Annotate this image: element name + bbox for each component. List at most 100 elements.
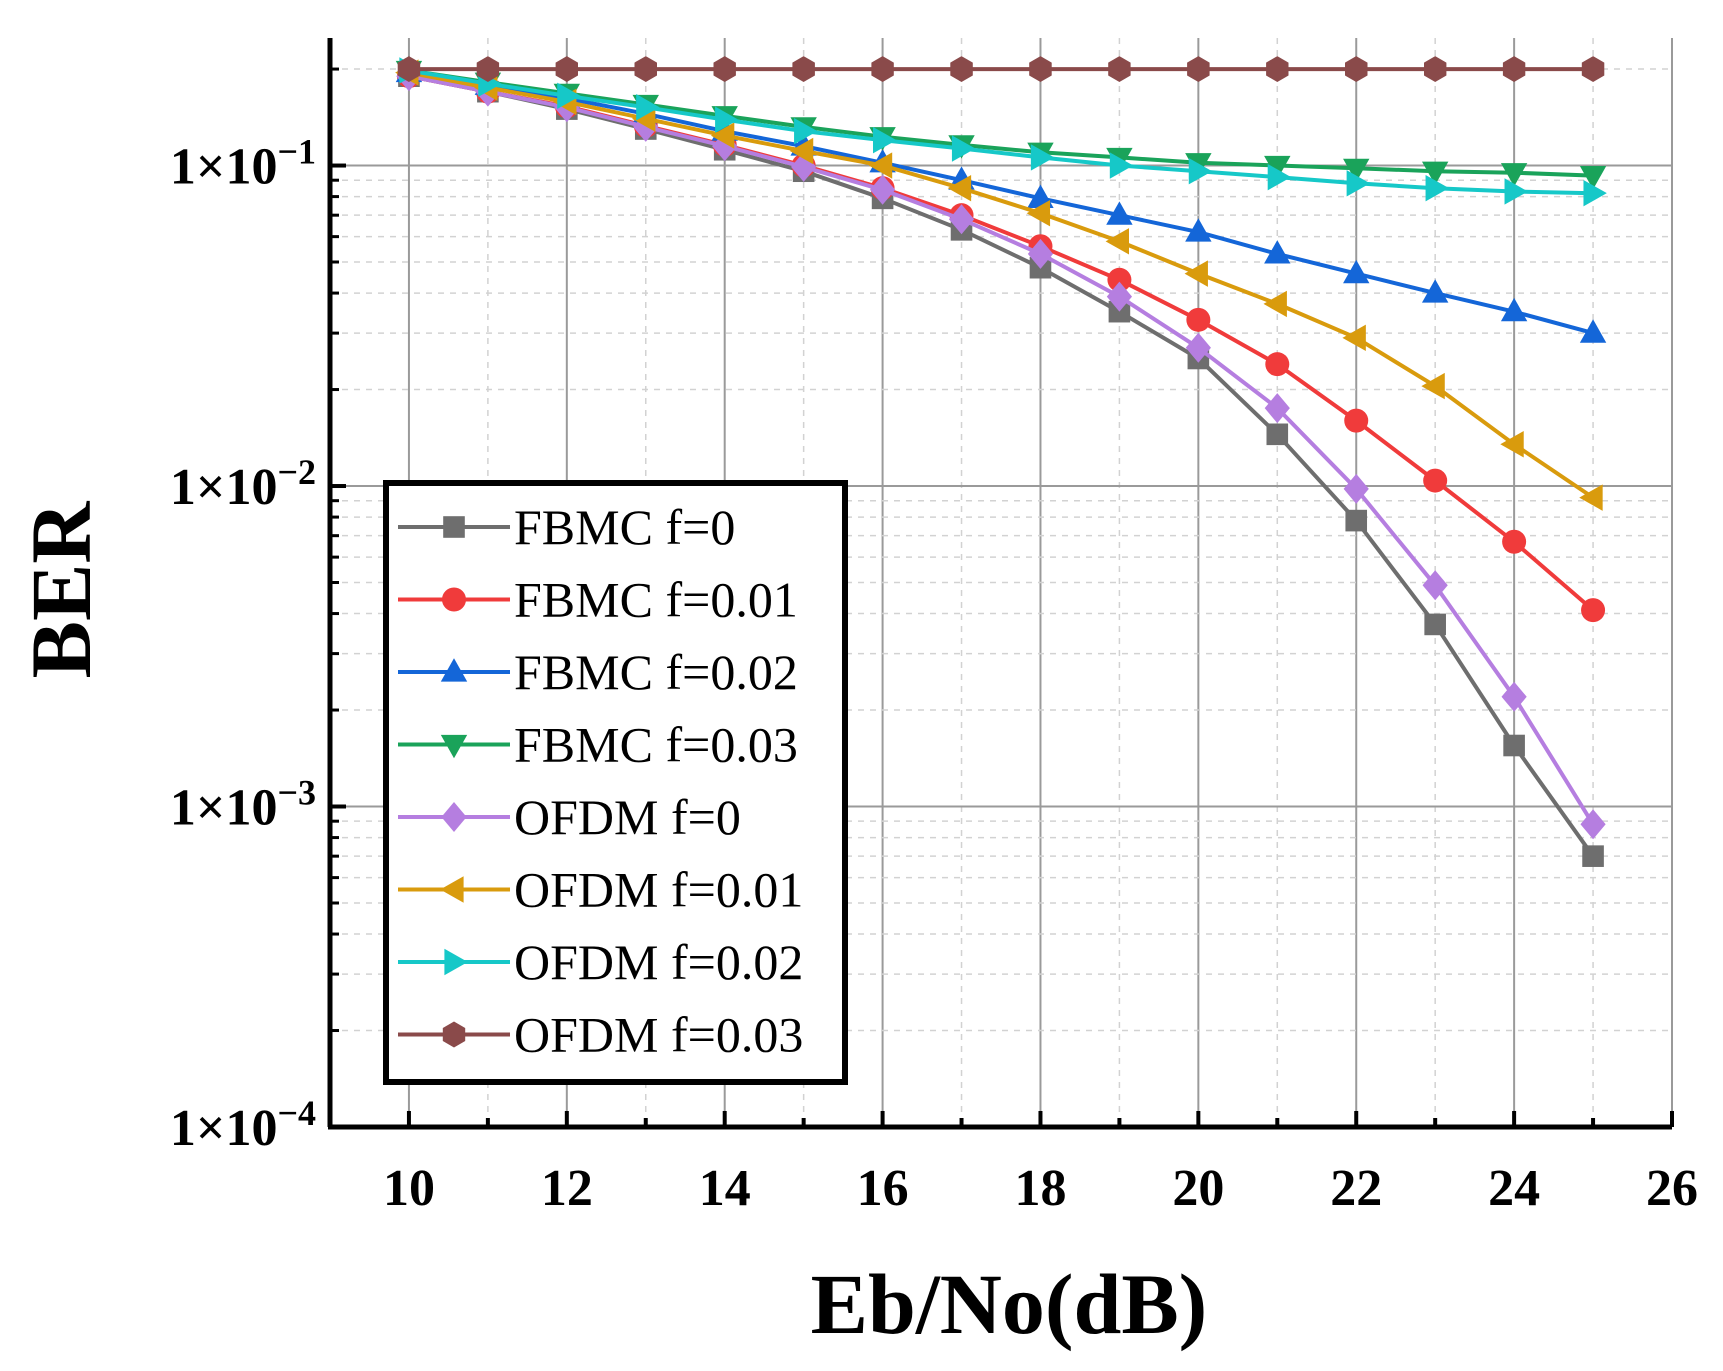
legend-label: OFDM f=0.02 — [514, 934, 803, 990]
data-point — [1583, 179, 1607, 207]
legend-marker — [442, 587, 466, 612]
legend-marker — [444, 948, 468, 976]
data-point — [1421, 161, 1449, 186]
data-point — [1106, 201, 1133, 225]
data-point — [1581, 598, 1606, 623]
series-line — [408, 68, 1594, 178]
data-point — [1343, 259, 1370, 284]
legend-item: FBMC f=0.01 — [398, 572, 798, 628]
x-tick-label: 10 — [383, 1160, 435, 1217]
data-point — [476, 56, 500, 82]
legend-label: FBMC f=0 — [514, 499, 735, 555]
data-point — [1105, 228, 1130, 255]
x-tick-label: 20 — [1172, 1160, 1224, 1217]
data-point — [789, 137, 814, 165]
x-tick-label: 26 — [1646, 1160, 1698, 1217]
legend-label: FBMC f=0.01 — [514, 572, 798, 628]
data-point — [1342, 324, 1366, 352]
x-tick-label: 18 — [1014, 1160, 1066, 1217]
data-point — [1424, 56, 1447, 82]
data-point — [1265, 352, 1290, 377]
data-point — [1267, 163, 1292, 191]
y-tick-label: 1×10−3 — [170, 773, 316, 837]
x-axis-label: Eb/No(dB) — [811, 1256, 1208, 1352]
series-ofdm-f-0-02 — [399, 57, 1607, 207]
legend-box — [383, 480, 848, 1085]
data-point — [1424, 613, 1446, 636]
x-tick-label: 22 — [1330, 1160, 1382, 1217]
data-point — [791, 151, 817, 182]
data-point — [950, 56, 973, 82]
data-point — [713, 56, 736, 82]
data-point — [1108, 300, 1131, 323]
data-point — [1503, 734, 1525, 757]
data-point — [1106, 281, 1133, 312]
data-point — [1579, 319, 1607, 343]
data-point — [947, 174, 972, 202]
data-point — [636, 94, 660, 121]
data-point — [794, 117, 818, 145]
data-point — [1264, 393, 1290, 424]
data-point — [869, 174, 896, 205]
data-point — [1266, 56, 1289, 82]
x-tick-label: 24 — [1488, 1160, 1540, 1217]
data-point — [1421, 372, 1445, 400]
series-line — [408, 70, 1595, 500]
data-point — [1425, 174, 1449, 202]
data-point — [1027, 238, 1054, 269]
legend-label: OFDM f=0.03 — [514, 1007, 803, 1063]
legend-item: OFDM f=0.01 — [398, 862, 803, 918]
data-point — [1264, 240, 1291, 264]
data-point — [872, 126, 897, 154]
data-point — [1026, 200, 1051, 227]
series-ofdm-f-0-03 — [397, 56, 1605, 82]
data-point — [1345, 56, 1368, 82]
data-point — [1029, 56, 1052, 82]
data-point — [1108, 56, 1131, 82]
data-point — [1109, 152, 1134, 179]
data-point — [1421, 279, 1449, 303]
data-point — [1343, 158, 1370, 183]
series-group — [395, 56, 1607, 867]
data-point — [1501, 681, 1527, 712]
data-point — [868, 152, 893, 179]
data-point — [634, 56, 657, 82]
legend-label: FBMC f=0.02 — [514, 644, 798, 700]
legend-item: FBMC f=0.02 — [398, 644, 798, 700]
legend-label: OFDM f=0.01 — [514, 862, 803, 918]
data-point — [948, 204, 975, 235]
legend-label: OFDM f=0 — [514, 789, 741, 845]
data-point — [1345, 509, 1368, 532]
data-point — [1185, 218, 1212, 242]
data-point — [1346, 170, 1371, 197]
data-point — [1185, 332, 1211, 363]
data-point — [557, 82, 581, 110]
data-point — [951, 135, 976, 162]
data-point — [1500, 297, 1528, 322]
legend: FBMC f=0 FBMC f=0.01 FBMC f=0.02 FBMC f=0.0… — [383, 480, 848, 1085]
y-axis-label: BER — [13, 501, 109, 679]
data-point — [1343, 473, 1369, 504]
data-point — [1188, 158, 1213, 185]
legend-label: FBMC f=0.03 — [514, 717, 798, 773]
data-point — [1500, 163, 1528, 187]
legend-marker — [441, 802, 467, 832]
legend-marker — [440, 876, 464, 903]
legend-marker — [443, 516, 465, 538]
y-tick-label: 1×10−4 — [170, 1093, 316, 1157]
x-tick-label: 16 — [857, 1160, 909, 1217]
data-point — [397, 56, 421, 82]
x-tick-label: 12 — [541, 1160, 593, 1217]
data-point — [710, 122, 735, 149]
data-point — [1344, 408, 1369, 433]
series-line — [408, 70, 1594, 336]
data-point — [715, 106, 739, 133]
legend-item: FBMC f=0 — [398, 499, 735, 555]
data-point — [1184, 260, 1208, 287]
data-point — [1502, 529, 1527, 554]
y-tick-label: 1×10−1 — [170, 132, 316, 196]
data-point — [555, 56, 578, 82]
ticks: 10 12 14 16 18 20 22 24 26 1×10−1 1×10−2 1×10−3 1×10… — [170, 67, 1698, 1217]
